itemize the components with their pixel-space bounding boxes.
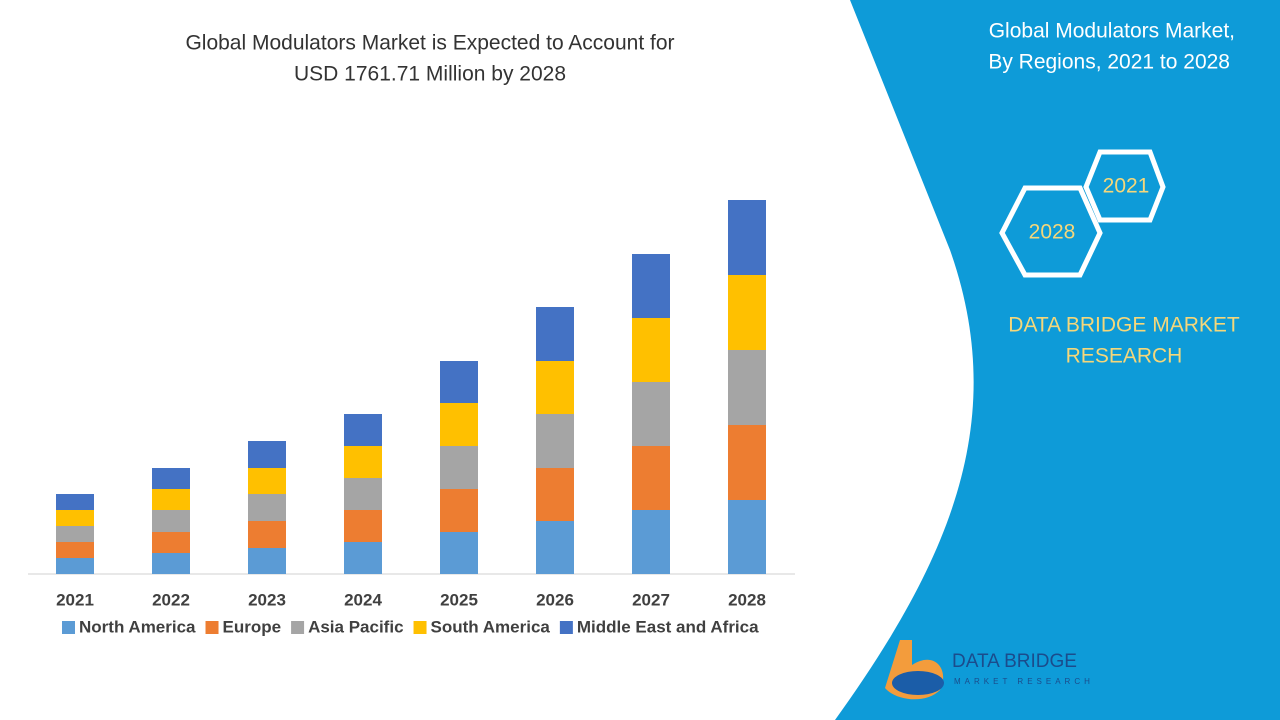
brand-text: RESEARCH <box>1066 345 1183 368</box>
bar-segment <box>632 446 670 510</box>
bar-segment <box>632 254 670 318</box>
bar-segment <box>536 468 574 521</box>
bar-segment <box>440 532 478 574</box>
legend-label: Europe <box>223 617 282 636</box>
bar-segment <box>728 500 766 574</box>
bar-segment <box>728 200 766 275</box>
bar-segment <box>152 489 190 510</box>
legend-label: South America <box>431 617 551 636</box>
panel-title: By Regions, 2021 to 2028 <box>988 51 1230 74</box>
bar-segment <box>152 510 190 532</box>
legend-swatch <box>205 621 219 634</box>
side-panel <box>835 0 1280 720</box>
legend: North America Europe Asia Pacific South Ame… <box>62 617 759 636</box>
x-tick-label: 2021 <box>56 590 94 609</box>
bar-segment <box>728 275 766 350</box>
bar-segment <box>344 510 382 542</box>
hex-label: 2028 <box>1029 221 1076 244</box>
bar-segment <box>536 414 574 468</box>
logo: DATA BRIDGE MARKET RESEARCH <box>885 640 1094 700</box>
bar-segment <box>344 478 382 510</box>
bar-segment <box>56 542 94 558</box>
x-tick-label: 2028 <box>728 590 766 609</box>
bar-segment <box>536 521 574 574</box>
bar-segment <box>152 553 190 574</box>
bar-segment <box>248 468 286 494</box>
bar-segment <box>248 548 286 574</box>
panel-title: Global Modulators Market, <box>989 20 1235 43</box>
logo-sub: MARKET RESEARCH <box>954 677 1094 686</box>
chart-title: USD 1761.71 Million by 2028 <box>294 63 566 86</box>
bar-segment <box>248 441 286 468</box>
x-tick-label: 2025 <box>440 590 478 609</box>
bar-segment <box>344 542 382 574</box>
x-tick-label: 2027 <box>632 590 670 609</box>
bar-segment <box>344 446 382 478</box>
legend-label: North America <box>79 617 196 636</box>
bar-segment <box>344 414 382 446</box>
bar-segment <box>536 307 574 361</box>
bar-segment <box>440 361 478 403</box>
legend-label: Middle East and Africa <box>577 617 759 636</box>
bar-segment <box>632 510 670 574</box>
bar-segment <box>152 532 190 553</box>
hex-label: 2021 <box>1103 175 1150 198</box>
bar-segment <box>440 489 478 532</box>
legend-swatch <box>559 621 573 634</box>
bar-segment <box>440 403 478 446</box>
legend-swatch <box>291 621 305 634</box>
bar-segment <box>56 526 94 542</box>
bar-segment <box>248 494 286 521</box>
x-tick-label: 2026 <box>536 590 574 609</box>
bar-segment <box>56 494 94 510</box>
bar-segment <box>152 468 190 489</box>
legend-label: Asia Pacific <box>308 617 403 636</box>
legend-swatch <box>413 621 427 634</box>
bar-segment <box>56 558 94 574</box>
chart-title: Global Modulators Market is Expected to … <box>185 32 674 55</box>
logo-name: DATA BRIDGE <box>952 651 1077 672</box>
bar-segment <box>248 521 286 548</box>
hexagon <box>1083 149 1166 223</box>
hexagon <box>999 185 1103 278</box>
bars: 2021 2022 2023 2024 2025 2026 2027 2028 <box>56 200 766 609</box>
bar-segment <box>632 382 670 446</box>
x-tick-label: 2024 <box>344 590 382 609</box>
brand-text: DATA BRIDGE MARKET <box>1008 314 1240 337</box>
x-tick-label: 2022 <box>152 590 190 609</box>
x-tick-label: 2023 <box>248 590 286 609</box>
bar-segment <box>632 318 670 382</box>
bar-segment <box>728 350 766 425</box>
bar-segment <box>536 361 574 414</box>
bar-segment <box>56 510 94 526</box>
legend-swatch <box>62 621 75 634</box>
bar-segment <box>440 446 478 489</box>
bar-segment <box>728 425 766 500</box>
